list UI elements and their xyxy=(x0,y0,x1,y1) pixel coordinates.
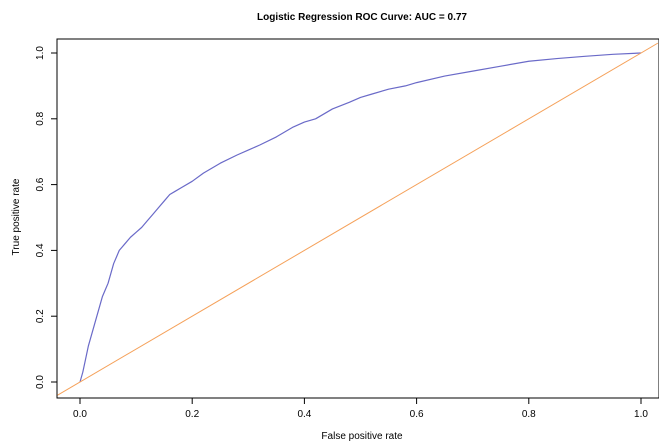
x-tick-label: 0.8 xyxy=(522,409,536,420)
y-axis-label: True positive rate xyxy=(11,178,22,255)
y-tick-label: 0.8 xyxy=(35,111,46,125)
plot-frame xyxy=(56,38,659,399)
x-axis-label: False positive rate xyxy=(321,431,403,442)
y-tick-label: 0.0 xyxy=(35,375,46,389)
y-tick-label: 0.6 xyxy=(35,177,46,191)
x-tick-label: 0.0 xyxy=(73,409,87,420)
y-axis: 0.0 0.2 0.4 0.6 0.8 1.0 xyxy=(35,46,57,389)
diagonal-reference-line xyxy=(57,42,659,396)
roc-curve-line xyxy=(79,52,642,383)
x-tick-label: 1.0 xyxy=(634,409,648,420)
y-tick-label: 0.2 xyxy=(35,309,46,323)
x-tick-label: 0.4 xyxy=(297,409,311,420)
y-tick-label: 0.4 xyxy=(35,243,46,257)
chart-title: Logistic Regression ROC Curve: AUC = 0.7… xyxy=(257,12,467,23)
x-tick-label: 0.6 xyxy=(410,409,424,420)
x-axis: 0.0 0.2 0.4 0.6 0.8 1.0 xyxy=(73,398,648,420)
x-tick-label: 0.2 xyxy=(185,409,199,420)
series-layer xyxy=(57,42,659,396)
y-tick-label: 1.0 xyxy=(35,46,46,60)
